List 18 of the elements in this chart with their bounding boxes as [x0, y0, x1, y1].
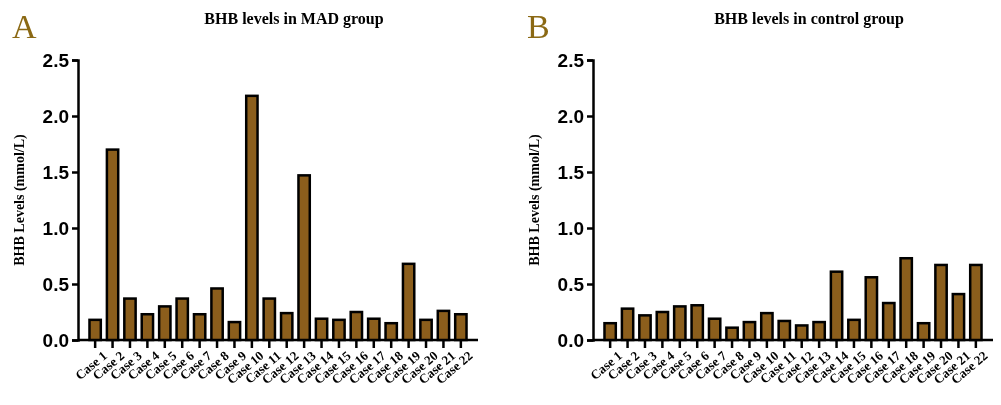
y-tick-label: 1.0: [42, 217, 69, 239]
y-axis-title: BHB Levels (mmol/L): [527, 133, 543, 266]
text: A: [12, 8, 37, 45]
y-tick-label: 1.5: [557, 161, 585, 183]
y-axis-title: BHB Levels (mmol/L): [12, 133, 28, 266]
chart-title: BHB levels in MAD group: [204, 10, 384, 28]
y-tick-label: 1.5: [42, 161, 70, 183]
y-tick-label: 2.5: [42, 49, 70, 71]
y-tick-label: 0.0: [42, 329, 69, 351]
y-tick-label: 1.0: [557, 217, 584, 239]
y-tick-label: 0.5: [42, 273, 70, 295]
text: B: [527, 8, 550, 45]
chart-title: BHB levels in control group: [714, 10, 904, 28]
y-tick-label: 2.0: [557, 105, 584, 127]
y-tick-label: 2.5: [557, 49, 585, 71]
y-tick-label: 0.5: [557, 273, 585, 295]
y-tick-label: 2.0: [42, 105, 69, 127]
y-tick-label: 0.0: [557, 329, 584, 351]
